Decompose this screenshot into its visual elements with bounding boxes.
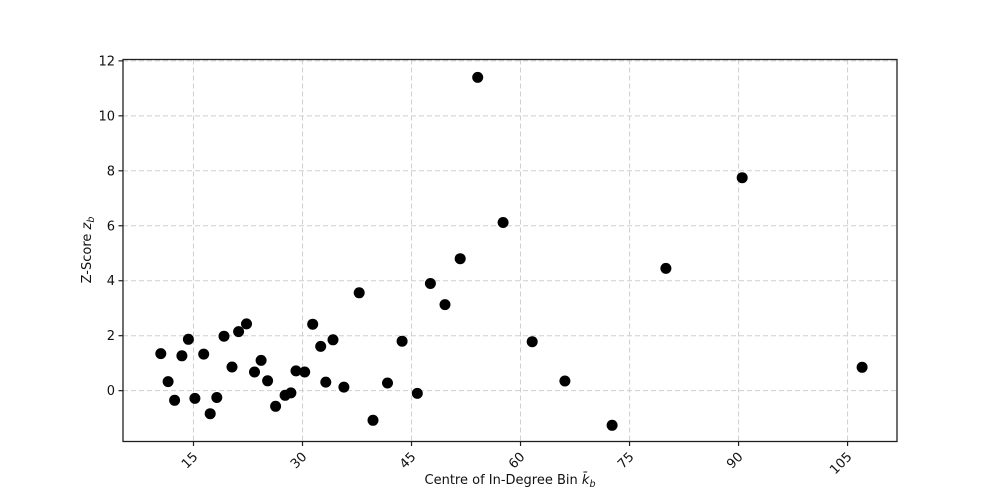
y-tick-label: 12 bbox=[98, 54, 115, 69]
data-point bbox=[606, 419, 618, 431]
y-tick-label: 6 bbox=[107, 219, 115, 234]
data-point bbox=[327, 334, 339, 346]
data-point bbox=[204, 408, 216, 420]
data-point bbox=[290, 365, 302, 377]
data-point bbox=[182, 333, 194, 345]
data-point bbox=[307, 318, 319, 330]
y-tick-label: 2 bbox=[107, 329, 115, 344]
data-point bbox=[439, 299, 451, 311]
y-axis-label: Z-Score zb bbox=[80, 217, 97, 284]
data-point bbox=[155, 348, 167, 360]
y-tick-label: 4 bbox=[107, 274, 115, 289]
data-point bbox=[218, 330, 230, 342]
y-tick-label: 0 bbox=[107, 384, 115, 399]
data-point bbox=[189, 392, 201, 404]
y-tick-label: 10 bbox=[98, 109, 115, 124]
data-point bbox=[559, 375, 571, 387]
data-point bbox=[226, 361, 238, 373]
data-point bbox=[320, 376, 332, 388]
data-point bbox=[353, 287, 365, 299]
data-point bbox=[856, 361, 868, 373]
data-point bbox=[736, 172, 748, 184]
data-point bbox=[472, 71, 484, 83]
data-point bbox=[233, 326, 245, 338]
data-point bbox=[382, 377, 393, 389]
data-point bbox=[255, 354, 267, 366]
data-point bbox=[497, 217, 509, 228]
data-point bbox=[299, 366, 311, 378]
data-point bbox=[454, 253, 466, 265]
data-point bbox=[241, 318, 252, 330]
data-point bbox=[396, 335, 408, 347]
data-point bbox=[526, 336, 538, 348]
data-point bbox=[660, 262, 672, 274]
data-point bbox=[424, 278, 436, 289]
data-point bbox=[315, 340, 327, 352]
data-point bbox=[367, 414, 379, 426]
x-axis-label: Centre of In-Degree Bin k̄b bbox=[425, 473, 596, 490]
data-point bbox=[198, 348, 210, 360]
data-point bbox=[411, 387, 423, 399]
data-point bbox=[176, 350, 188, 362]
data-point bbox=[338, 381, 350, 393]
data-point bbox=[162, 376, 174, 388]
data-point bbox=[249, 366, 260, 378]
plot-box-spines bbox=[122, 58, 898, 443]
y-tick-label: 8 bbox=[107, 164, 115, 179]
data-point bbox=[270, 400, 282, 412]
data-point bbox=[285, 387, 297, 399]
data-point bbox=[169, 394, 181, 406]
data-point bbox=[211, 392, 223, 403]
data-point bbox=[262, 375, 274, 387]
